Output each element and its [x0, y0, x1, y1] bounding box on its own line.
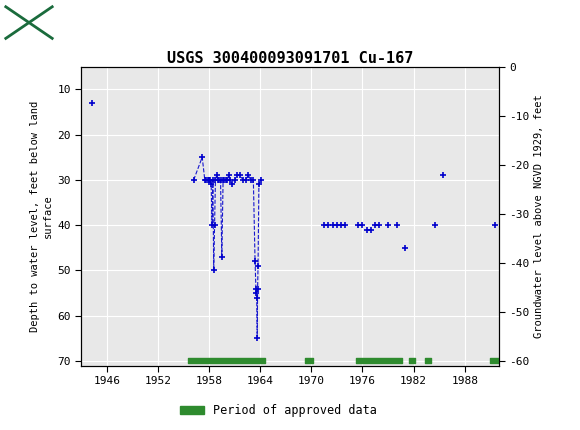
Bar: [6, 7, 52, 38]
Y-axis label: Depth to water level, feet below land
surface: Depth to water level, feet below land su…: [30, 101, 53, 332]
Legend: Period of approved data: Period of approved data: [175, 399, 382, 422]
Y-axis label: Groundwater level above NGVD 1929, feet: Groundwater level above NGVD 1929, feet: [534, 94, 543, 338]
Text: USGS 300400093091701 Cu-167: USGS 300400093091701 Cu-167: [167, 51, 413, 65]
Text: USGS: USGS: [58, 14, 109, 31]
